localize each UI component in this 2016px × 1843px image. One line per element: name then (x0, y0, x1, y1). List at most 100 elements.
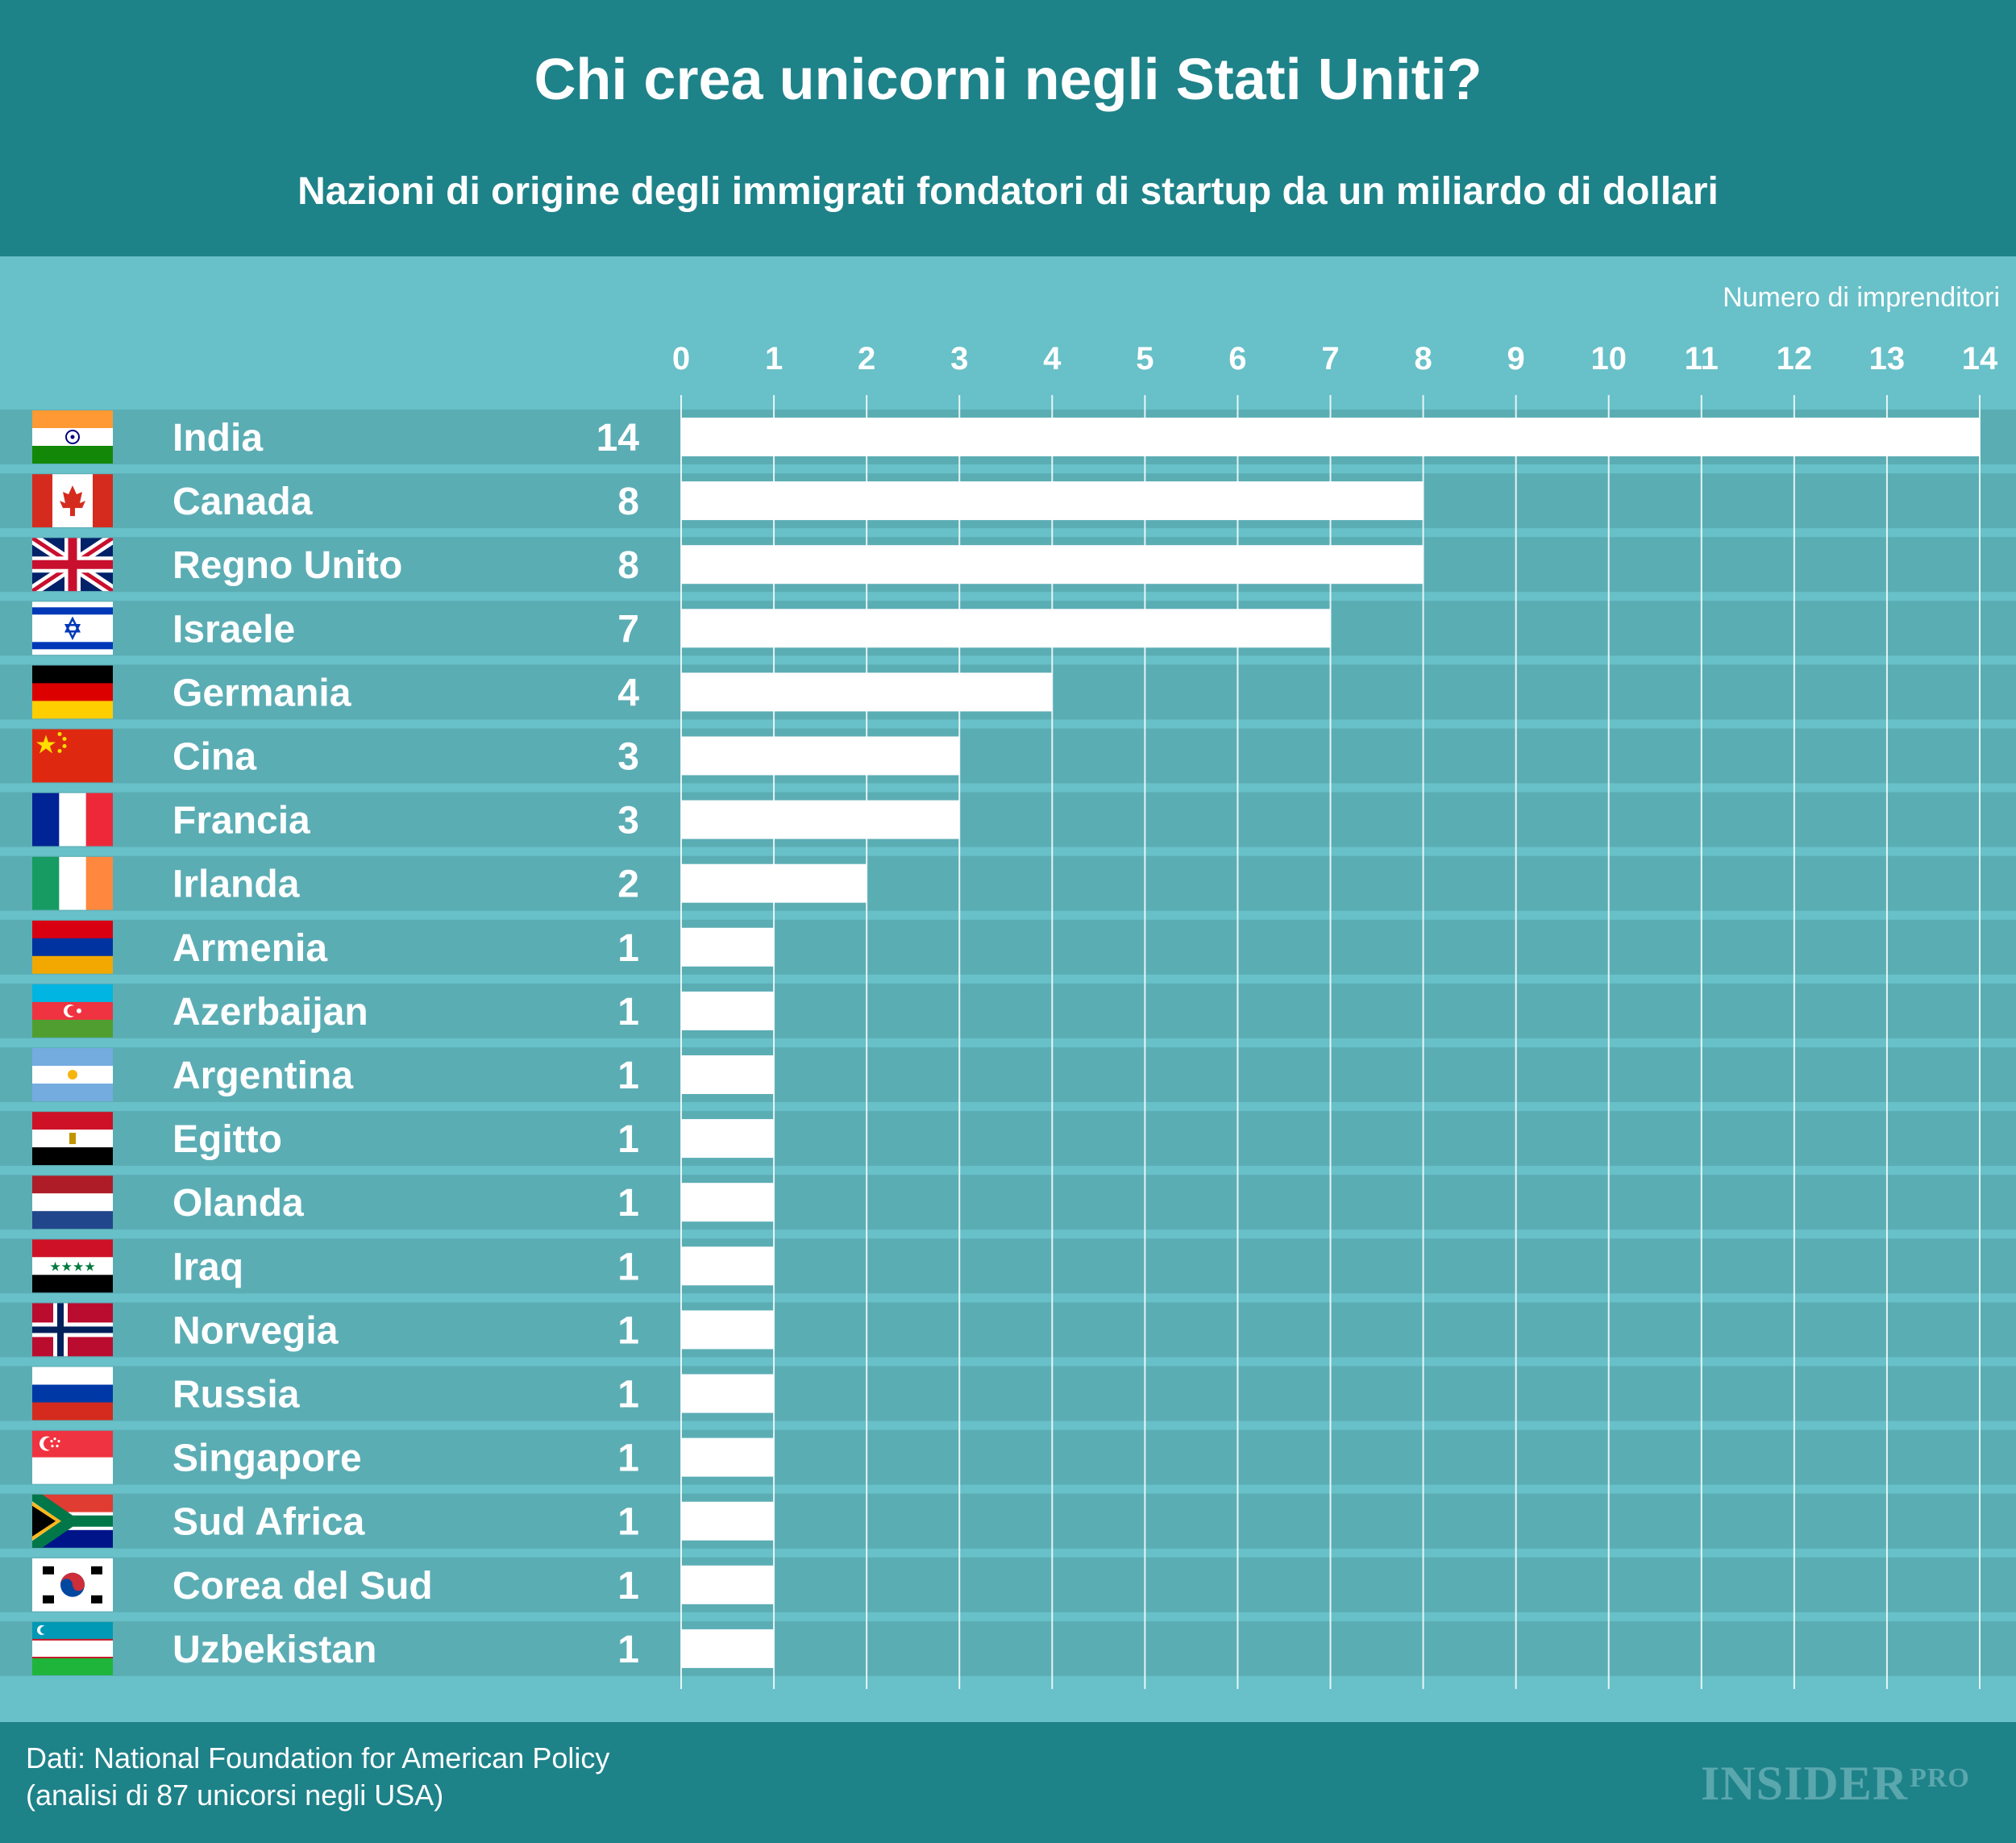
bar-cina (681, 736, 960, 776)
value-label: 3 (617, 800, 639, 842)
bar-chart: 0 1 2 3 4 5 6 7 8 9 10 11 12 13 14 ★★★★ IndiaCanadaReg… (0, 341, 2016, 1689)
canada-flag-icon (32, 474, 113, 528)
row-band (0, 1111, 2016, 1167)
egypt-flag-icon (32, 1112, 113, 1166)
header-band (0, 0, 2016, 256)
footer-band (0, 1722, 2016, 1843)
x-tick-label: 1 (765, 341, 783, 377)
bar-azerbaijan (681, 991, 775, 1030)
x-tick-label: 0 (672, 341, 690, 377)
row-band (0, 1047, 2016, 1102)
category-label: Iraq (173, 1246, 243, 1288)
bar-corea-del-sud (681, 1565, 775, 1604)
category-label: Israele (173, 608, 295, 651)
value-label: 2 (617, 863, 639, 906)
row-band (0, 792, 2016, 847)
india-flag-icon (32, 410, 113, 464)
category-labels: India Canada Regno Unito Israele Germania Cin… (173, 417, 433, 1671)
value-label: 1 (617, 1501, 639, 1544)
uzbekistan-flag-icon (32, 1621, 113, 1675)
x-tick-label: 11 (1685, 341, 1719, 377)
norway-flag-icon (32, 1303, 113, 1357)
value-labels: 14 8 8 7 4 3 3 2 1 1 1 1 1 1 1 1 1 1 1 1 (596, 417, 640, 1671)
x-tick-label: 12 (1777, 341, 1813, 377)
x-tick-label: 3 (950, 341, 968, 377)
bar-series (681, 418, 1980, 1668)
row-band (0, 983, 2016, 1038)
category-label: Uzbekistan (173, 1629, 376, 1671)
ireland-flag-icon (32, 856, 113, 910)
category-label: Regno Unito (173, 544, 402, 587)
category-label: Armenia (173, 927, 327, 970)
insider-pro-logo: INSIDERPRO (1701, 1756, 1970, 1812)
value-label: 8 (617, 544, 639, 587)
row-band (0, 1620, 2016, 1676)
row-band (0, 1366, 2016, 1421)
x-axis-ticks: 0 1 2 3 4 5 6 7 8 9 10 11 12 13 14 (672, 341, 1998, 377)
row-band (0, 1429, 2016, 1485)
category-label: Russia (173, 1374, 300, 1417)
logo-suffix: PRO (1910, 1763, 1970, 1793)
value-label: 1 (617, 1374, 639, 1417)
x-tick-label: 10 (1590, 341, 1627, 377)
svg-text:★★★★: ★★★★ (49, 1258, 95, 1274)
category-label: Canada (173, 481, 313, 523)
bar-norvegia (681, 1310, 775, 1350)
category-label: Azerbaijan (173, 991, 368, 1034)
x-axis-title: Numero di imprenditori (1723, 282, 2000, 313)
x-tick-label: 5 (1136, 341, 1153, 377)
row-band (0, 728, 2016, 784)
south-korea-flag-icon (32, 1558, 113, 1612)
row-band (0, 1493, 2016, 1549)
france-flag-icon (32, 793, 113, 847)
category-label: Singapore (173, 1437, 362, 1480)
bar-olanda (681, 1183, 775, 1222)
bar-iraq (681, 1246, 775, 1286)
value-label: 1 (617, 1309, 639, 1352)
china-flag-icon (32, 729, 113, 783)
bar-francia (681, 800, 960, 839)
bar-irlanda (681, 863, 867, 903)
value-label: 7 (617, 608, 639, 651)
category-label: Irlanda (173, 863, 300, 906)
uk-flag-icon (32, 538, 113, 592)
category-label: India (173, 417, 263, 460)
x-tick-label: 6 (1228, 341, 1246, 377)
value-label: 1 (617, 1565, 639, 1608)
bar-regno-unito (681, 545, 1424, 585)
x-tick-label: 7 (1321, 341, 1339, 377)
x-tick-label: 4 (1043, 341, 1062, 377)
category-label: Norvegia (173, 1309, 339, 1352)
category-label: Germania (173, 672, 351, 714)
x-tick-label: 8 (1414, 341, 1432, 377)
chart-subtitle: Nazioni di origine degli immigrati fonda… (297, 170, 1719, 213)
category-label: Francia (173, 800, 310, 842)
row-band (0, 1302, 2016, 1358)
category-label: Corea del Sud (173, 1565, 433, 1608)
israel-flag-icon (32, 601, 113, 655)
azerbaijan-flag-icon (32, 984, 113, 1038)
category-label: Cina (173, 736, 256, 779)
category-label: Egitto (173, 1118, 282, 1161)
x-tick-label: 13 (1869, 341, 1906, 377)
category-label: Olanda (173, 1182, 304, 1225)
value-label: 1 (617, 1629, 639, 1671)
germany-flag-icon (32, 665, 113, 719)
bar-egitto (681, 1119, 775, 1159)
row-band (0, 1175, 2016, 1230)
value-label: 1 (617, 991, 639, 1034)
value-label: 1 (617, 1118, 639, 1161)
value-label: 14 (596, 417, 640, 460)
armenia-flag-icon (32, 920, 113, 974)
russia-flag-icon (32, 1367, 113, 1421)
bar-uzbekistan (681, 1629, 775, 1668)
bar-israele (681, 609, 1331, 648)
x-tick-label: 9 (1507, 341, 1525, 377)
logo-text: INSIDER (1701, 1757, 1909, 1810)
flag-column: ★★★★ (32, 410, 113, 1675)
argentina-flag-icon (32, 1048, 113, 1101)
bar-germania (681, 672, 1053, 712)
chart-title: Chi crea unicorni negli Stati Uniti? (534, 48, 1482, 112)
value-label: 4 (617, 672, 639, 714)
bar-armenia (681, 927, 775, 967)
